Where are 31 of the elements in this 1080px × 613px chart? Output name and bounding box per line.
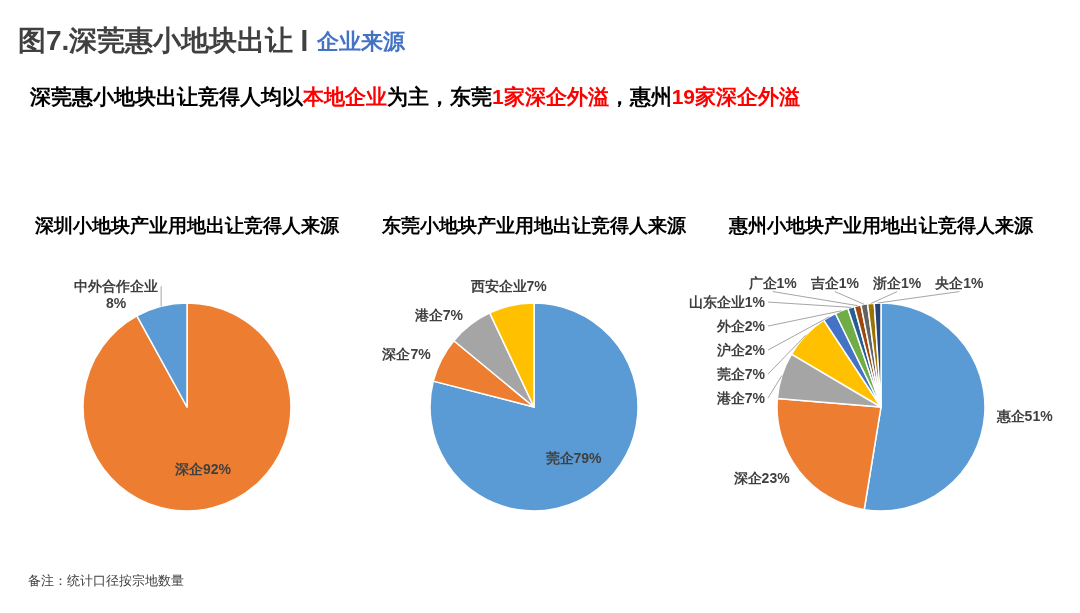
data-label: 8%: [106, 295, 127, 312]
slice-label: 莞企7%: [715, 366, 766, 383]
text: 本地企业: [302, 84, 387, 108]
slice-label: 浙企1%: [872, 275, 922, 292]
pie-slice: [429, 302, 639, 512]
text: 企业来源: [316, 28, 407, 54]
slice-label: 深企92%: [174, 461, 232, 478]
slice-label: 沪企2%: [715, 342, 766, 359]
text: ，惠州: [608, 84, 672, 108]
slice-label: 港企7%: [413, 307, 464, 324]
text: 1家深企外溢: [492, 84, 609, 108]
slice-label: 深企23%: [732, 470, 791, 487]
slice-label: 深企7%: [381, 346, 432, 363]
slice-label: 莞企79%: [544, 449, 603, 466]
slice-label: 广企1%: [747, 275, 798, 292]
slice-label: 西安企业7%: [469, 277, 548, 294]
text: 19家深企外溢: [671, 84, 801, 108]
chart-title: 东莞小地块产业用地出让竞得人来源: [381, 214, 687, 236]
slice-label: 惠企51%: [995, 408, 1054, 425]
chart-title: 深圳小地块产业用地出让竞得人来源: [34, 214, 340, 236]
slice-label: 央企1%: [934, 275, 985, 292]
text: 备注：统计口径按宗地数量: [28, 572, 184, 588]
slice-label: 港企7%: [715, 390, 766, 407]
text: 深莞惠小地块出让竞得人均以: [29, 84, 304, 108]
text: 为主，东莞: [387, 84, 492, 108]
slice-label: 山东企业1%: [688, 294, 766, 311]
chart-title: 惠州小地块产业用地出让竞得人来源: [728, 214, 1034, 236]
slice-label: 吉企1%: [809, 275, 860, 292]
slice-label: 外企2%: [715, 318, 766, 335]
text: 图7.深莞惠小地块出让: [18, 24, 294, 56]
slice-label: 中外合作企业: [74, 278, 159, 295]
